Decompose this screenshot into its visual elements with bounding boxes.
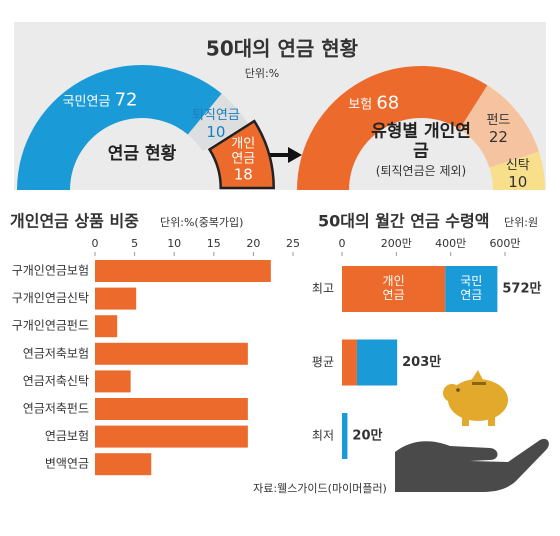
total-label: 203만 — [402, 354, 441, 370]
category-label: 구개인연금펀드 — [12, 319, 89, 333]
source: 자료:웰스가이드(마이머플러) — [253, 482, 387, 495]
x-tick-label: 25 — [286, 237, 300, 250]
series-name: 국민연금 — [460, 274, 483, 302]
segment-label: 개인연금 — [380, 274, 406, 303]
slice-name: 보험 — [348, 97, 373, 113]
slice-value: 22 — [488, 127, 508, 146]
donut-center-label: 유형별 개인연금 — [370, 122, 472, 161]
x-tick-label: 600만 — [489, 237, 520, 250]
category-label: 연금보험 — [45, 429, 89, 443]
x-tick-label: 10 — [167, 237, 181, 250]
slice-label: 국민연금 72 — [62, 89, 138, 112]
category-label: 구개인연금신탁 — [12, 291, 89, 305]
donut-slice — [459, 85, 539, 168]
bar — [95, 315, 118, 338]
slice-name: 국민연금 — [62, 94, 111, 110]
slice-label: 개인연금 18 — [230, 136, 257, 184]
hand — [395, 438, 549, 492]
slice-label: 펀드 22 — [486, 112, 511, 146]
x-tick-label: 5 — [131, 237, 138, 250]
chart-unit: 단위:%(중복가입) — [160, 216, 243, 229]
bar — [95, 287, 137, 310]
unit: 단위:% — [245, 67, 279, 80]
donut-slice — [187, 93, 248, 152]
x-tick-label: 400만 — [435, 237, 466, 250]
x-tick-label: 0 — [92, 237, 99, 250]
bar-segment — [356, 339, 398, 386]
slice-value: 10 — [508, 172, 528, 191]
slice-label: 보험 68 — [348, 92, 400, 115]
chart-title: 50대의 월간 연금 수령액 — [318, 212, 489, 231]
arrow — [268, 147, 302, 163]
category-label: 구개인연금보험 — [12, 264, 89, 278]
category-label: 연금저축보험 — [23, 346, 89, 360]
chart-title: 개인연금 상품 비중 — [10, 212, 139, 231]
slice-name: 신탁 — [505, 157, 530, 173]
category-label: 연금저축펀드 — [23, 402, 89, 416]
slice-value: 10 — [206, 122, 226, 141]
slice-name: 개인연금 — [231, 136, 256, 166]
bar-segment — [445, 266, 498, 312]
x-tick-label: 0 — [339, 237, 346, 250]
total-label: 572만 — [502, 281, 541, 297]
bar — [95, 370, 131, 393]
donut-slice — [17, 65, 222, 190]
bar-segment — [342, 339, 357, 386]
x-tick-label: 20 — [246, 237, 260, 250]
segment-label: 국민연금 — [458, 274, 484, 303]
category-label: 최저 — [312, 429, 334, 443]
slice-value: 72 — [114, 89, 138, 111]
chart-unit: 단위:원 — [504, 216, 538, 229]
donut-center-note: (퇴직연금은 제외) — [375, 164, 467, 179]
donut-slice — [297, 65, 488, 190]
title: 50대의 연금 현황 — [206, 37, 359, 61]
x-tick-label: 200만 — [381, 237, 412, 250]
slice-name: 펀드 — [486, 112, 511, 128]
slice-label: 퇴직연금 10 — [191, 107, 240, 141]
donut-slice — [489, 151, 545, 190]
x-tick-label: 15 — [207, 237, 221, 250]
slice-label: 신탁 10 — [505, 157, 530, 191]
bar-segment — [342, 413, 348, 459]
bar — [95, 342, 248, 365]
piggy-bank — [443, 370, 508, 426]
slice-value: 68 — [376, 92, 400, 114]
category-label: 연금저축신탁 — [23, 374, 89, 388]
donut-center-label: 연금 현황 — [91, 144, 193, 165]
category-label: 평균 — [312, 355, 334, 369]
category-label: 변액연금 — [45, 457, 89, 471]
center-label: 연금 현황 — [107, 144, 177, 165]
slice-value: 18 — [233, 165, 253, 184]
donut-slice — [207, 119, 275, 190]
bar — [95, 425, 248, 448]
bar-segment — [342, 266, 446, 312]
series-name: 개인연금 — [382, 274, 405, 302]
bar — [95, 260, 271, 282]
bar — [95, 398, 248, 420]
center-label: 유형별 개인연금 — [371, 121, 471, 161]
total-label: 20만 — [352, 428, 382, 444]
bar — [95, 453, 152, 476]
category-label: 최고 — [312, 282, 334, 296]
center-note: (퇴직연금은 제외) — [375, 164, 467, 179]
slice-name: 퇴직연금 — [191, 107, 240, 123]
